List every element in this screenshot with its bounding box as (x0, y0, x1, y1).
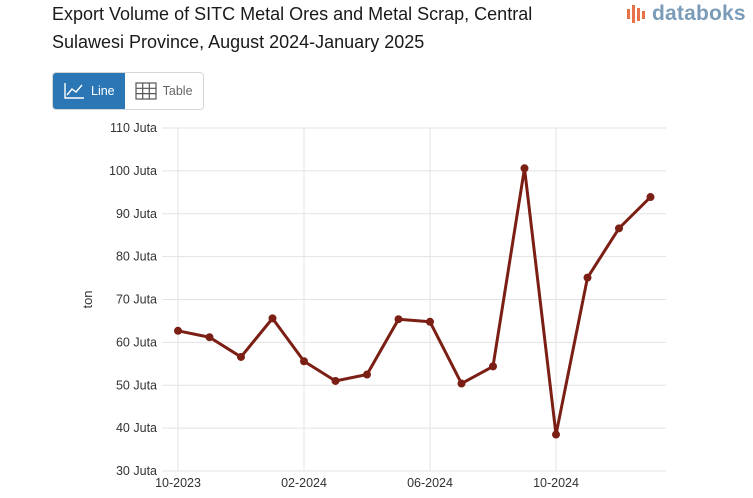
data-point[interactable] (363, 370, 371, 379)
data-point[interactable] (489, 362, 497, 371)
table-view-button[interactable]: Table (124, 73, 203, 109)
data-point[interactable] (331, 376, 340, 385)
data-point[interactable] (615, 224, 623, 233)
line-view-button[interactable]: Line (53, 73, 125, 109)
x-tick-label: 02-2024 (281, 476, 327, 490)
chart-title-line-2: Sulawesi Province, August 2024-January 2… (52, 32, 425, 52)
line-view-label: Line (91, 84, 115, 98)
y-axis-title: ton (80, 290, 95, 308)
data-point[interactable] (237, 352, 245, 361)
view-toggle: Line Table (52, 72, 204, 110)
brand-logo: databoks (626, 2, 746, 26)
table-grid-icon (135, 82, 157, 100)
x-tick-label: 10-2024 (533, 476, 579, 490)
y-tick-label: 40 Juta (116, 421, 157, 435)
data-point[interactable] (583, 273, 592, 282)
y-tick-label: 30 Juta (116, 464, 157, 478)
data-point[interactable] (174, 326, 182, 335)
y-tick-label: 110 Juta (110, 121, 157, 135)
y-tick-label: 100 Juta (109, 164, 157, 178)
x-tick-label: 10-2023 (155, 476, 201, 490)
table-view-label: Table (162, 84, 193, 98)
series-line (176, 166, 652, 437)
y-tick-label: 60 Juta (116, 335, 157, 349)
data-point[interactable] (268, 314, 277, 323)
y-tick-label: 90 Juta (116, 207, 157, 221)
data-point[interactable] (394, 315, 403, 324)
databoks-icon (627, 5, 645, 23)
data-point[interactable] (426, 317, 434, 326)
data-point[interactable] (205, 333, 214, 342)
brand-name: databoks (652, 2, 746, 25)
line-chart-icon (64, 83, 84, 99)
y-tick-label: 80 Juta (116, 250, 157, 264)
x-tick-label: 06-2024 (407, 476, 453, 490)
chart-title-line-1: Export Volume of SITC Metal Ores and Met… (52, 4, 533, 24)
data-point[interactable] (646, 193, 655, 202)
y-tick-label: 70 Juta (116, 293, 157, 307)
data-point[interactable] (552, 430, 560, 439)
chart-title: Export Volume of SITC Metal Ores and Met… (52, 0, 612, 56)
data-point[interactable] (300, 357, 308, 366)
data-point[interactable] (520, 164, 529, 173)
y-tick-label: 50 Juta (116, 378, 157, 392)
data-point[interactable] (457, 379, 466, 388)
